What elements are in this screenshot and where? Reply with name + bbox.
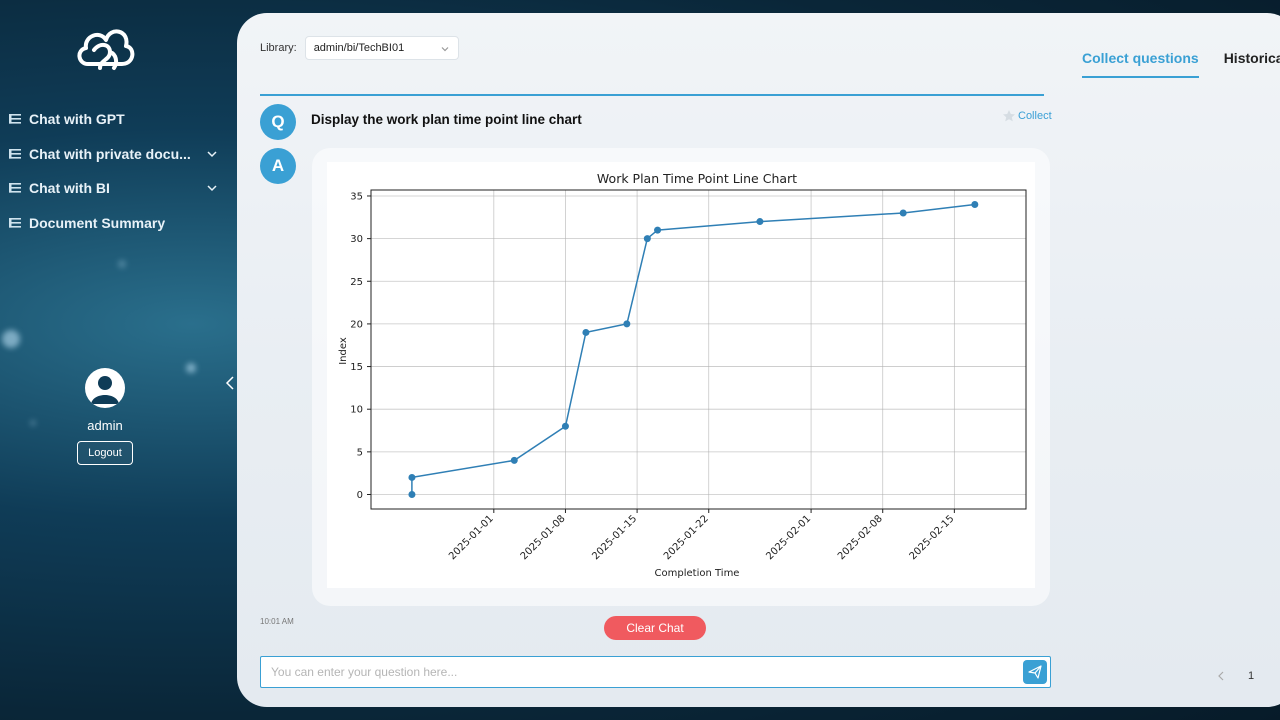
y-tick-label: 35	[350, 191, 363, 202]
library-selector: Library: admin/bi/TechBI01	[260, 36, 459, 60]
sidebar-nav: Chat with GPT Chat with private docu... …	[8, 102, 220, 240]
sidebar-item-label: Document Summary	[29, 214, 166, 231]
send-icon	[1028, 665, 1042, 679]
x-tick-label: 2025-01-08	[519, 513, 568, 562]
right-panel-tabs: Collect questions Historical	[1082, 50, 1280, 78]
collect-button[interactable]: Collect	[1002, 109, 1052, 123]
send-button[interactable]	[1023, 660, 1047, 684]
chevron-down-icon[interactable]	[206, 182, 218, 194]
sidebar: Chat with GPT Chat with private docu... …	[0, 0, 236, 720]
user-icon	[91, 376, 119, 404]
y-tick-label: 20	[350, 319, 363, 330]
y-axis-label: Index	[338, 337, 349, 365]
list-icon	[9, 148, 21, 159]
avatar[interactable]	[85, 368, 125, 408]
list-icon	[9, 183, 21, 193]
x-tick-label: 2025-02-08	[836, 513, 885, 562]
x-tick-label: 2025-01-22	[662, 513, 711, 562]
data-point	[510, 456, 518, 464]
question-text: Display the work plan time point line ch…	[311, 112, 582, 127]
data-point	[408, 491, 416, 498]
data-point	[643, 235, 651, 243]
chart-container: Work Plan Time Point Line Chart Completi…	[327, 162, 1035, 588]
background-glow	[2, 330, 20, 348]
sidebar-item-chat-with-bi[interactable]: Chat with BI	[8, 171, 220, 206]
x-tick-label: 2025-01-15	[590, 513, 639, 562]
background-glow	[30, 420, 36, 426]
answer-badge: A	[260, 148, 296, 184]
logout-button[interactable]: Logout	[77, 441, 133, 465]
tab-historical[interactable]: Historical	[1223, 50, 1280, 66]
page-number[interactable]: 1	[1248, 670, 1255, 682]
sidebar-item-document-summary[interactable]: Document Summary	[8, 206, 220, 241]
list-icon	[9, 114, 21, 124]
chevron-left-icon[interactable]	[1216, 671, 1226, 681]
library-label: Library:	[260, 42, 297, 54]
data-point	[899, 209, 907, 217]
list-icon	[9, 217, 21, 228]
user-panel: admin Logout	[74, 368, 136, 465]
y-tick-label: 0	[357, 490, 363, 501]
x-axis-label: Completion Time	[655, 568, 740, 579]
background-glow	[118, 260, 126, 268]
pagination: 1	[1216, 670, 1254, 682]
tab-collect-questions[interactable]: Collect questions	[1082, 50, 1199, 78]
username: admin	[87, 418, 123, 433]
collapse-sidebar-icon[interactable]	[224, 374, 236, 392]
data-point	[654, 226, 662, 234]
collect-label: Collect	[1018, 110, 1052, 122]
data-point	[408, 473, 416, 481]
y-tick-label: 30	[350, 234, 363, 245]
sidebar-item-chat-with-gpt[interactable]: Chat with GPT	[8, 102, 220, 137]
y-tick-label: 15	[350, 362, 363, 373]
cloud-logo-icon	[74, 20, 136, 78]
background-glow	[186, 363, 196, 373]
sidebar-item-label: Chat with BI	[29, 180, 110, 197]
library-value: admin/bi/TechBI01	[313, 42, 405, 54]
message-timestamp: 10:01 AM	[260, 617, 294, 626]
y-tick-label: 5	[357, 447, 363, 458]
x-tick-label: 2025-02-15	[908, 513, 957, 562]
chevron-down-icon[interactable]	[206, 148, 218, 160]
data-point	[971, 201, 979, 208]
line-chart: Work Plan Time Point Line Chart Completi…	[338, 171, 1027, 579]
sidebar-item-chat-with-private-docs[interactable]: Chat with private docu...	[8, 137, 220, 172]
data-point	[561, 422, 569, 430]
chart-title: Work Plan Time Point Line Chart	[597, 171, 797, 186]
question-input-box	[260, 656, 1051, 688]
sidebar-item-label: Chat with private docu...	[29, 145, 191, 162]
question-badge: Q	[260, 104, 296, 140]
clear-chat-button[interactable]: Clear Chat	[604, 616, 706, 640]
question-input[interactable]	[269, 657, 1013, 687]
x-tick-label: 2025-01-01	[447, 513, 496, 562]
sidebar-item-label: Chat with GPT	[29, 111, 125, 128]
series-line	[411, 203, 975, 495]
chevron-down-icon	[441, 47, 449, 52]
star-icon	[1003, 110, 1015, 122]
data-point	[623, 320, 631, 328]
divider	[260, 94, 1044, 96]
data-point	[582, 328, 590, 336]
plot-frame	[370, 189, 1027, 510]
y-tick-label: 10	[350, 405, 363, 416]
library-select[interactable]: admin/bi/TechBI01	[304, 36, 459, 60]
x-tick-label: 2025-02-01	[764, 513, 813, 562]
data-point	[756, 218, 764, 226]
y-tick-label: 25	[350, 277, 363, 288]
